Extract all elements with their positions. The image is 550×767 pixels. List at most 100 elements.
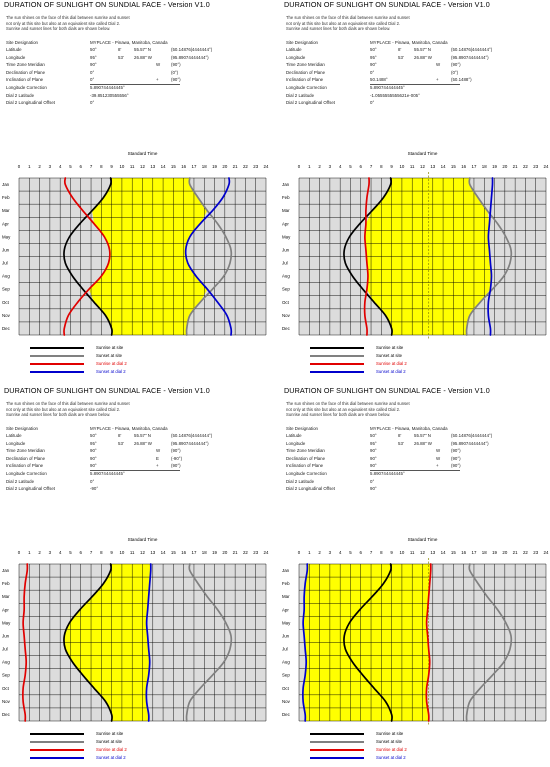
- data-point: [366, 288, 368, 290]
- data-point: [68, 236, 70, 238]
- parameter-row: Dial 2 Latitude -39.851230555556°: [6, 93, 261, 100]
- data-point: [490, 197, 492, 199]
- legend-label: Sunset at site: [376, 353, 403, 358]
- parameter-value: 53': [398, 54, 404, 60]
- parameter-row: Latitude 50° 8' 55.57" N (50.14876|4444444°): [286, 433, 541, 440]
- data-point: [352, 275, 354, 277]
- parameter-row: Dial 2 Longitudinal Offset -90°: [6, 486, 261, 493]
- parameter-value: 53': [398, 440, 404, 446]
- data-point: [229, 262, 231, 264]
- intro-line: Sunrise and sunset lines for both dials …: [6, 26, 111, 32]
- month-label: May: [282, 234, 291, 239]
- x-tick-label: 21: [233, 550, 238, 555]
- parameter-value: 0°: [90, 478, 95, 484]
- data-point: [206, 210, 208, 212]
- x-tick-label: 1: [308, 550, 311, 555]
- month-label: Aug: [282, 274, 290, 279]
- data-point: [371, 596, 373, 598]
- month-label: Apr: [282, 607, 289, 612]
- x-axis-label: Standard Time: [408, 537, 438, 542]
- parameter-value: 26.88" W: [414, 54, 432, 60]
- data-point: [487, 301, 489, 303]
- data-point: [230, 249, 232, 251]
- legend-label: Sunset at dial 2: [96, 755, 126, 760]
- data-point: [503, 275, 505, 277]
- parameter-value: 90°: [370, 448, 377, 454]
- month-label: Dec: [282, 326, 291, 331]
- x-tick-label: 22: [243, 164, 248, 169]
- data-point: [479, 301, 481, 303]
- panel-title: DURATION OF SUNLIGHT ON SUNDIAL FACE - V…: [284, 0, 490, 9]
- series-line: [185, 177, 233, 336]
- data-point: [430, 570, 432, 572]
- month-label: Sep: [282, 673, 290, 678]
- parameter-value: 95°: [370, 440, 377, 446]
- data-point: [348, 622, 350, 624]
- data-point: [366, 197, 368, 199]
- parameter-row: Inclination of Plane 50.1488° + (50.1488°): [286, 77, 541, 84]
- month-label: Apr: [282, 221, 289, 226]
- parameter-row: Time Zone Meridian 90° W (90°): [6, 62, 261, 69]
- data-point: [510, 635, 512, 637]
- legend-swatch: [30, 749, 84, 752]
- parameter-label: Time Zone Meridian: [286, 62, 325, 68]
- data-point: [371, 210, 373, 212]
- x-tick-label: 6: [80, 550, 83, 555]
- x-tick-label: 18: [482, 550, 487, 555]
- divider: [90, 84, 180, 86]
- x-tick-label: 8: [380, 164, 383, 169]
- data-point: [110, 184, 112, 186]
- x-tick-label: 3: [329, 550, 332, 555]
- x-tick-label: 20: [502, 164, 507, 169]
- month-label: Dec: [2, 712, 11, 717]
- data-point: [488, 249, 490, 251]
- data-point: [359, 609, 361, 611]
- parameter-value: 26.88" W: [134, 54, 152, 60]
- data-point: [102, 583, 104, 585]
- data-point: [147, 635, 149, 637]
- x-tick-label: 21: [513, 164, 518, 169]
- x-tick-label: 12: [420, 164, 425, 169]
- x-tick-label: 20: [502, 550, 507, 555]
- parameter-value: +: [156, 76, 159, 82]
- data-point: [222, 197, 224, 199]
- parameter-value: 0°: [90, 76, 95, 82]
- parameter-value: 0°: [370, 100, 375, 106]
- data-point: [72, 197, 74, 199]
- data-point: [103, 236, 105, 238]
- intro-line: Sunrise and sunset lines for both dials …: [286, 26, 391, 32]
- parameter-table: Site Designation MYPLACE - Pinawa, Manito…: [6, 426, 261, 494]
- month-label: Nov: [282, 313, 291, 318]
- parameter-value: (90°): [451, 62, 461, 68]
- legend-swatch: [310, 757, 364, 760]
- parameter-value: -39.851230555556°: [90, 92, 129, 98]
- month-label: Mar: [2, 594, 10, 599]
- parameter-value: 5.890744444445°: [90, 471, 125, 477]
- parameter-value: 50°: [90, 47, 97, 53]
- parameter-label: Dial 2 Longitudinal Offset: [286, 486, 335, 492]
- parameter-value: 8': [118, 47, 122, 53]
- data-point: [64, 648, 66, 650]
- month-label: Feb: [2, 195, 10, 200]
- x-tick-label: 10: [119, 164, 124, 169]
- parameter-label: Declination of Plane: [286, 455, 326, 461]
- legend-label: Sunset at dial 2: [376, 755, 406, 760]
- month-label: Dec: [282, 712, 291, 717]
- parameter-value: +: [436, 76, 439, 82]
- data-point: [362, 674, 364, 676]
- intro-line: The sun shines on the face of this dial …: [286, 15, 410, 20]
- data-point: [91, 210, 93, 212]
- data-point: [189, 236, 191, 238]
- x-tick-label: 18: [202, 164, 207, 169]
- data-point: [365, 223, 367, 225]
- data-point: [148, 596, 150, 598]
- parameter-label: Dial 2 Latitude: [286, 478, 315, 484]
- parameter-value: 8': [118, 433, 122, 439]
- x-tick-label: 17: [192, 550, 197, 555]
- parameter-value: 95°: [370, 54, 377, 60]
- data-point: [306, 570, 308, 572]
- data-point: [189, 314, 191, 316]
- data-point: [63, 327, 65, 329]
- x-tick-label: 12: [420, 550, 425, 555]
- data-point: [197, 197, 199, 199]
